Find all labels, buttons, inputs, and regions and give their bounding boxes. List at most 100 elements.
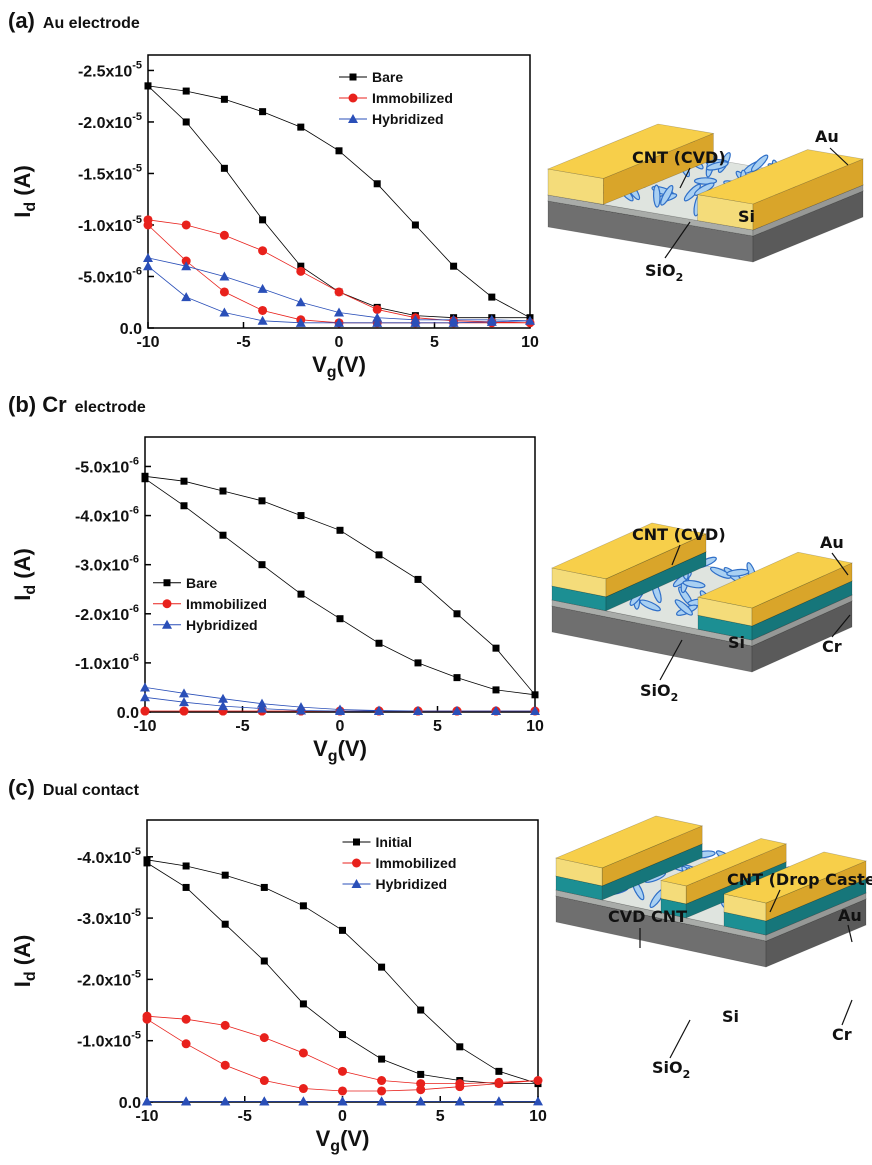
marker-triangle — [334, 308, 344, 317]
y-tick-exponent: -6 — [129, 455, 139, 467]
marker-square — [144, 856, 151, 863]
marker-triangle — [455, 1096, 465, 1105]
marker-square — [488, 294, 495, 301]
y-tick-exponent: -5 — [131, 846, 141, 858]
y-tick-exponent: -6 — [129, 652, 139, 664]
marker-square — [336, 147, 343, 154]
marker-square — [221, 165, 228, 172]
y-tick-label: -4.0x10-5 — [77, 846, 141, 867]
y-tick-text: -2.0x10 — [75, 607, 129, 624]
legend-label: Hybridized — [186, 617, 258, 633]
marker-circle — [258, 246, 267, 255]
marker-triangle — [143, 253, 153, 262]
x-axis-title-part: (V) — [338, 736, 367, 761]
x-tick-label: -5 — [238, 1108, 252, 1125]
marker-triangle — [219, 271, 229, 280]
y-tick-label: -1.0x10-5 — [77, 1030, 141, 1051]
y-tick-label: -4.0x10-6 — [75, 505, 139, 526]
marker-circle — [182, 1039, 191, 1048]
y-tick-text: -2.0x10 — [77, 972, 131, 989]
marker-circle — [182, 220, 191, 229]
y-tick-label: -2.0x10-6 — [75, 603, 139, 624]
device-label: Si — [738, 207, 755, 226]
marker-square — [495, 1068, 502, 1075]
marker-square — [220, 488, 227, 495]
x-tick-label: -5 — [236, 334, 250, 351]
x-axis-title: Vg(V) — [316, 1126, 370, 1155]
marker-circle — [260, 1033, 269, 1042]
marker-circle — [377, 1086, 386, 1095]
device-label: Si — [728, 633, 745, 652]
y-tick-text: -4.0x10 — [77, 850, 131, 867]
marker-square — [350, 74, 357, 81]
marker-square — [145, 82, 152, 89]
x-tick-label: -10 — [135, 1108, 158, 1125]
marker-circle — [141, 707, 150, 716]
marker-circle — [221, 1061, 230, 1070]
x-tick-label: -10 — [133, 718, 156, 735]
marker-circle — [455, 1079, 464, 1088]
panel-title: Dual contact — [43, 782, 140, 799]
marker-square — [374, 180, 381, 187]
y-tick-label: -1.0x10-5 — [78, 214, 142, 235]
x-tick-label: 10 — [526, 718, 544, 735]
y-tick-text: -4.0x10 — [75, 509, 129, 526]
y-tick-exponent: -6 — [129, 603, 139, 615]
y-tick-exponent: -5 — [131, 907, 141, 919]
x-tick-label: 10 — [529, 1108, 547, 1125]
marker-triangle — [181, 292, 191, 301]
device-label: CVD CNT — [608, 907, 687, 926]
marker-square — [259, 108, 266, 115]
x-axis-title-part: V — [312, 352, 327, 377]
y-axis-title-sub: d — [22, 202, 39, 212]
legend-label: Bare — [186, 575, 217, 591]
x-axis-title-sub: g — [328, 748, 338, 765]
marker-square — [456, 1043, 463, 1050]
marker-square — [532, 691, 539, 698]
marker-circle — [338, 1086, 347, 1095]
device-label: SiO2 — [652, 1058, 690, 1081]
marker-circle — [299, 1048, 308, 1057]
marker-square — [378, 1056, 385, 1063]
x-axis-title: Vg(V) — [312, 352, 366, 381]
x-tick-label: 0 — [336, 718, 345, 735]
legend-label: Initial — [376, 834, 413, 850]
marker-circle — [349, 94, 358, 103]
y-tick-exponent: -5 — [132, 111, 142, 123]
plot-frame — [147, 820, 538, 1102]
y-axis-title: Id (A) — [10, 548, 39, 601]
device: CNT (CVD)AuSiSiO2 — [548, 124, 863, 284]
y-axis-title: Id (A) — [10, 935, 39, 988]
marker-square — [222, 872, 229, 879]
marker-square — [261, 884, 268, 891]
device: CNT (Drop Casted)AuCVD CNTSiSiO2Cr — [556, 816, 872, 1081]
device-label: Si — [722, 1007, 739, 1026]
device-label: Au — [820, 533, 844, 552]
x-axis-title-sub: g — [330, 1138, 340, 1155]
y-tick-exponent: -5 — [132, 162, 142, 174]
marker-triangle — [140, 692, 150, 701]
marker-circle — [494, 1078, 503, 1087]
marker-circle — [182, 1015, 191, 1024]
marker-triangle — [298, 1096, 308, 1105]
y-tick-label: -5.0x10-6 — [78, 265, 142, 286]
y-tick-text: -1.0x10 — [78, 218, 132, 235]
marker-triangle — [143, 261, 153, 270]
device-label: Au — [815, 127, 839, 146]
y-tick-text: -5.0x10 — [75, 459, 129, 476]
marker-circle — [416, 1079, 425, 1088]
marker-square — [297, 124, 304, 131]
device-label-sub: 2 — [683, 1068, 691, 1081]
marker-square — [415, 576, 422, 583]
marker-square — [417, 1071, 424, 1078]
panel-label: (b) Cr — [8, 392, 67, 417]
y-tick-exponent: -5 — [131, 968, 141, 980]
marker-square — [142, 473, 149, 480]
marker-circle — [220, 231, 229, 240]
marker-circle — [352, 859, 361, 868]
y-axis-title-part: (A) — [10, 548, 35, 585]
y-tick-label: -2.5x10-5 — [78, 59, 142, 80]
chart: (a)Au electrode0.0-5.0x10-6-1.0x10-5-1.5… — [8, 8, 539, 381]
marker-square — [259, 497, 266, 504]
legend-label: Hybridized — [372, 111, 444, 127]
